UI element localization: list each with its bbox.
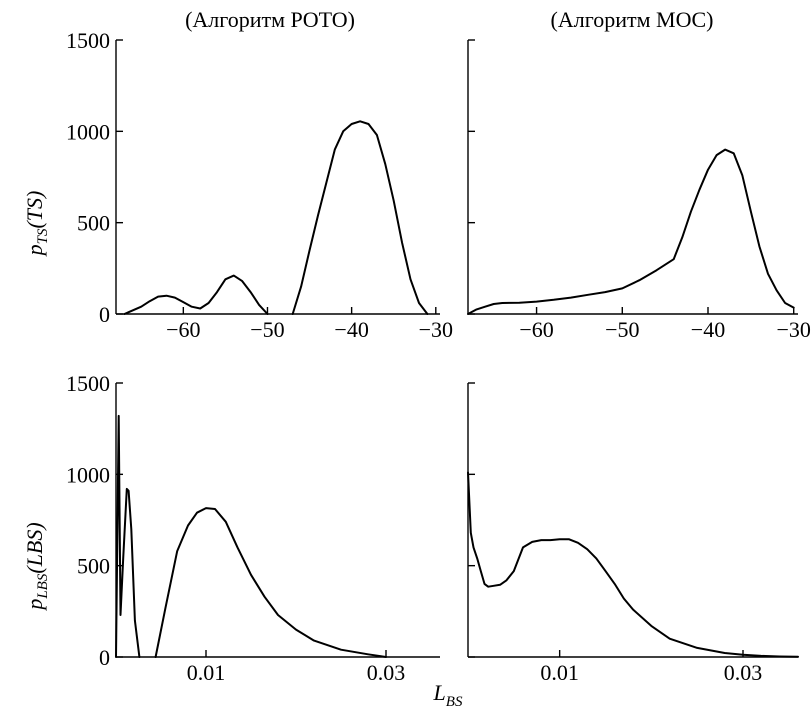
ylabel-bottom-sub: LBS	[35, 573, 51, 600]
x-tick-label: −30	[419, 317, 453, 342]
x-tick-label: 0.01	[540, 660, 579, 685]
ylabel-top: pTS(TS)	[22, 191, 51, 258]
series-line	[154, 507, 387, 658]
series-line	[291, 120, 429, 315]
panel-poto-lbs: 0 500 1000 1500 0.01 0.03	[66, 371, 440, 685]
ylabel-top-main: p	[22, 244, 47, 257]
series-line	[467, 471, 799, 658]
x-tick-label: −50	[250, 317, 284, 342]
x-tick-label: 0.01	[187, 660, 226, 685]
y-tick-label: 500	[77, 554, 110, 579]
series-line	[467, 148, 795, 315]
y-tick-label: 1500	[66, 28, 110, 53]
title-moc: (Алгоритм MOC)	[551, 7, 714, 32]
x-tick-label: −40	[334, 317, 368, 342]
y-tick-label: 0	[99, 645, 110, 670]
ylabel-top-sub: TS	[35, 228, 51, 244]
y-tick-label: 1000	[66, 462, 110, 487]
x-tick-label: −50	[605, 317, 639, 342]
y-tick-label: 1000	[66, 119, 110, 144]
xlabel-shared: LBS	[433, 680, 463, 710]
xlabel-shared-main: L	[433, 680, 446, 705]
x-tick-label: −60	[519, 317, 553, 342]
ylabel-bottom: pLBS(LBS)	[22, 522, 51, 611]
xlabel-shared-sub: BS	[446, 694, 463, 710]
title-poto: (Алгоритм POTO)	[185, 7, 355, 32]
panel-moc-lbs: 0.01 0.03	[467, 382, 799, 685]
x-tick-label: 0.03	[724, 660, 763, 685]
series-line	[123, 274, 269, 315]
x-tick-label: 0.03	[367, 660, 406, 685]
x-tick-label: −40	[691, 317, 725, 342]
ylabel-bottom-arg: (LBS)	[22, 522, 47, 573]
series-line	[115, 414, 141, 658]
ylabel-bottom-main: p	[22, 599, 47, 612]
y-tick-label: 0	[99, 302, 110, 327]
y-tick-label: 1500	[66, 371, 110, 396]
panel-moc-ts: −60 −50 −40 −30	[467, 39, 811, 342]
x-tick-label: −60	[166, 317, 200, 342]
x-tick-label: −30	[777, 317, 811, 342]
y-tick-label: 500	[77, 211, 110, 236]
ylabel-top-arg: (TS)	[22, 191, 47, 229]
panel-poto-ts: 0 500 1000 1500 −60 −50 −40 −30	[66, 28, 453, 342]
